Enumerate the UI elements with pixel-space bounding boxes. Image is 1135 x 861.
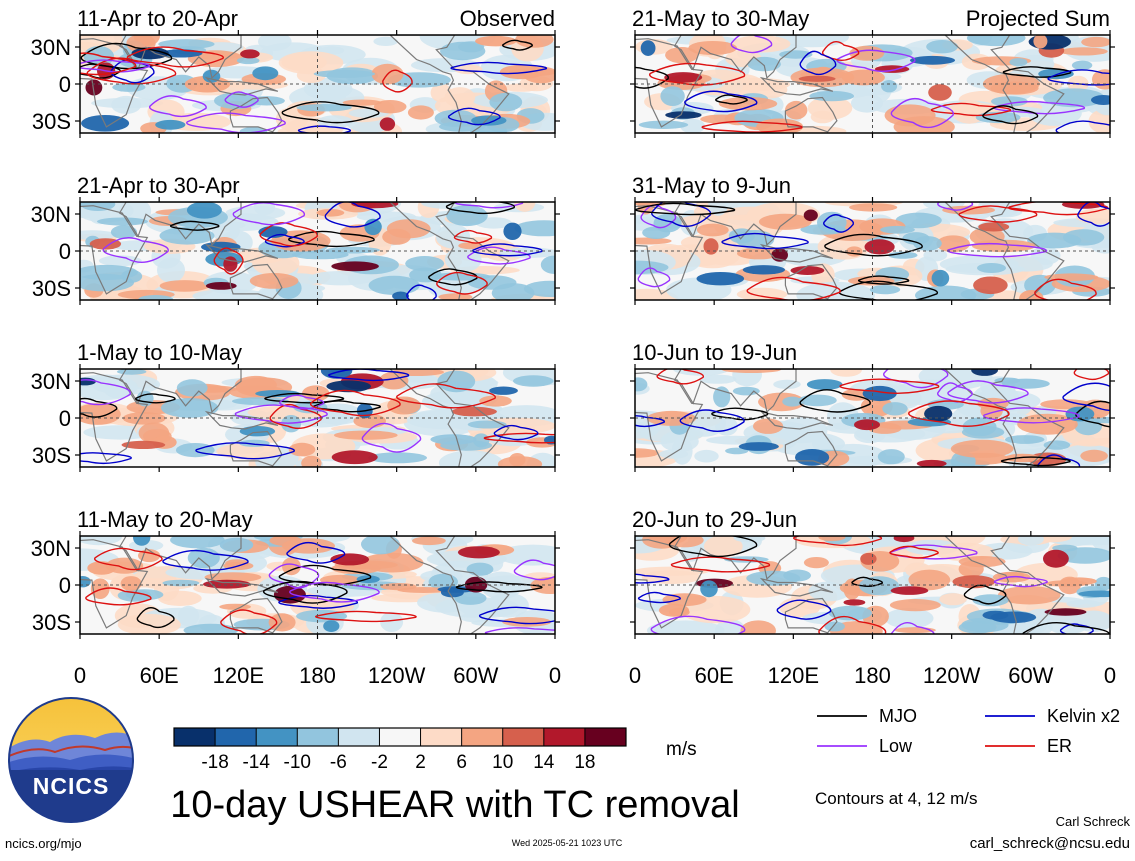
lat-label: 0 (59, 72, 71, 97)
lon-label: 120W (923, 663, 981, 688)
lat-label: 30S (32, 109, 71, 134)
lat-label: 0 (59, 406, 71, 431)
colorbar-swatch (585, 728, 626, 746)
panel-tag: Projected Sum (966, 6, 1110, 31)
legend-label: ER (1047, 736, 1072, 756)
colorbar: -18 -14 -10 -6 -2 2 6 10 14 18 (174, 728, 626, 773)
lon-label: 60E (695, 663, 734, 688)
map-panel (58, 190, 577, 308)
colorbar-tick-label: -18 (201, 752, 228, 773)
panel-title: 20-Jun to 29-Jun (632, 507, 797, 532)
lat-label: 30N (31, 202, 71, 227)
lon-label: 60W (1008, 663, 1053, 688)
lat-label: 30S (32, 610, 71, 635)
lon-label: 60W (453, 663, 498, 688)
colorbar-swatch (297, 728, 338, 746)
colorbar-swatch (379, 728, 420, 746)
lon-label: 120W (368, 663, 426, 688)
map-panel (610, 523, 1135, 646)
colorbar-swatch (215, 728, 256, 746)
logo-text: NCICS (33, 773, 110, 799)
lat-label: 30S (32, 276, 71, 301)
panel-title: 11-May to 20-May (77, 507, 253, 532)
colorbar-tick-label: -14 (242, 752, 270, 773)
lon-label: 0 (1104, 663, 1116, 688)
lat-label: 30N (31, 35, 71, 60)
legend: MJO Kelvin x2 Low ER (817, 706, 1120, 756)
legend-label: Kelvin x2 (1047, 706, 1120, 726)
colorbar-swatch (174, 728, 215, 746)
footer-url: ncics.org/mjo (5, 836, 82, 851)
contours-note: Contours at 4, 12 m/s (815, 789, 978, 808)
colorbar-tick-label: -10 (284, 752, 311, 773)
map-panel (610, 26, 1135, 140)
colorbar-tick-label: 14 (533, 752, 555, 773)
footer-author: Carl Schreck (1056, 814, 1131, 829)
lat-label: 0 (59, 573, 71, 598)
ncics-logo: NCICS (9, 698, 133, 822)
panel-title: 1-May to 10-May (77, 340, 242, 365)
panel-title: 21-Apr to 30-Apr (77, 173, 240, 198)
lat-label: 30N (31, 536, 71, 561)
legend-label: Low (879, 736, 913, 756)
colorbar-swatch (256, 728, 297, 746)
map-panel (605, 192, 1135, 311)
panel-title: 11-Apr to 20-Apr (77, 6, 238, 31)
lon-label: 180 (299, 663, 336, 688)
colorbar-tick-label: 6 (456, 752, 467, 773)
colorbar-tick-label: 10 (492, 752, 513, 773)
colorbar-tick-label: 2 (415, 752, 426, 773)
colorbar-tick-label: 18 (574, 752, 595, 773)
lat-label: 0 (59, 239, 71, 264)
panel-title: 31-May to 9-Jun (632, 173, 791, 198)
main-title: 10-day USHEAR with TC removal (170, 784, 739, 826)
legend-label: MJO (879, 706, 917, 726)
footer-timestamp: Wed 2025-05-21 1023 UTC (512, 838, 623, 848)
map-panel (57, 359, 585, 479)
panel-title: 21-May to 30-May (632, 6, 809, 31)
colorbar-tick-label: -6 (330, 752, 347, 773)
panel-title: 10-Jun to 19-Jun (632, 340, 797, 365)
colorbar-unit: m/s (666, 739, 697, 760)
lon-label: 60E (140, 663, 179, 688)
lon-label: 0 (629, 663, 641, 688)
lat-label: 30N (31, 369, 71, 394)
colorbar-swatch (421, 728, 462, 746)
lat-label: 30S (32, 443, 71, 468)
lon-label: 120E (768, 663, 819, 688)
map-panel (599, 360, 1135, 475)
lon-label: 0 (74, 663, 86, 688)
colorbar-tick-label: -2 (371, 752, 388, 773)
footer-email: carl_schreck@ncsu.edu (970, 835, 1130, 852)
panel-tag: Observed (460, 6, 555, 31)
colorbar-swatch (462, 728, 503, 746)
colorbar-swatch (503, 728, 544, 746)
map-panel (41, 528, 570, 638)
lon-label: 0 (549, 663, 561, 688)
lon-label: 120E (213, 663, 264, 688)
colorbar-swatch (544, 728, 585, 746)
colorbar-swatch (338, 728, 379, 746)
lon-label: 180 (854, 663, 891, 688)
map-panel (52, 23, 572, 143)
